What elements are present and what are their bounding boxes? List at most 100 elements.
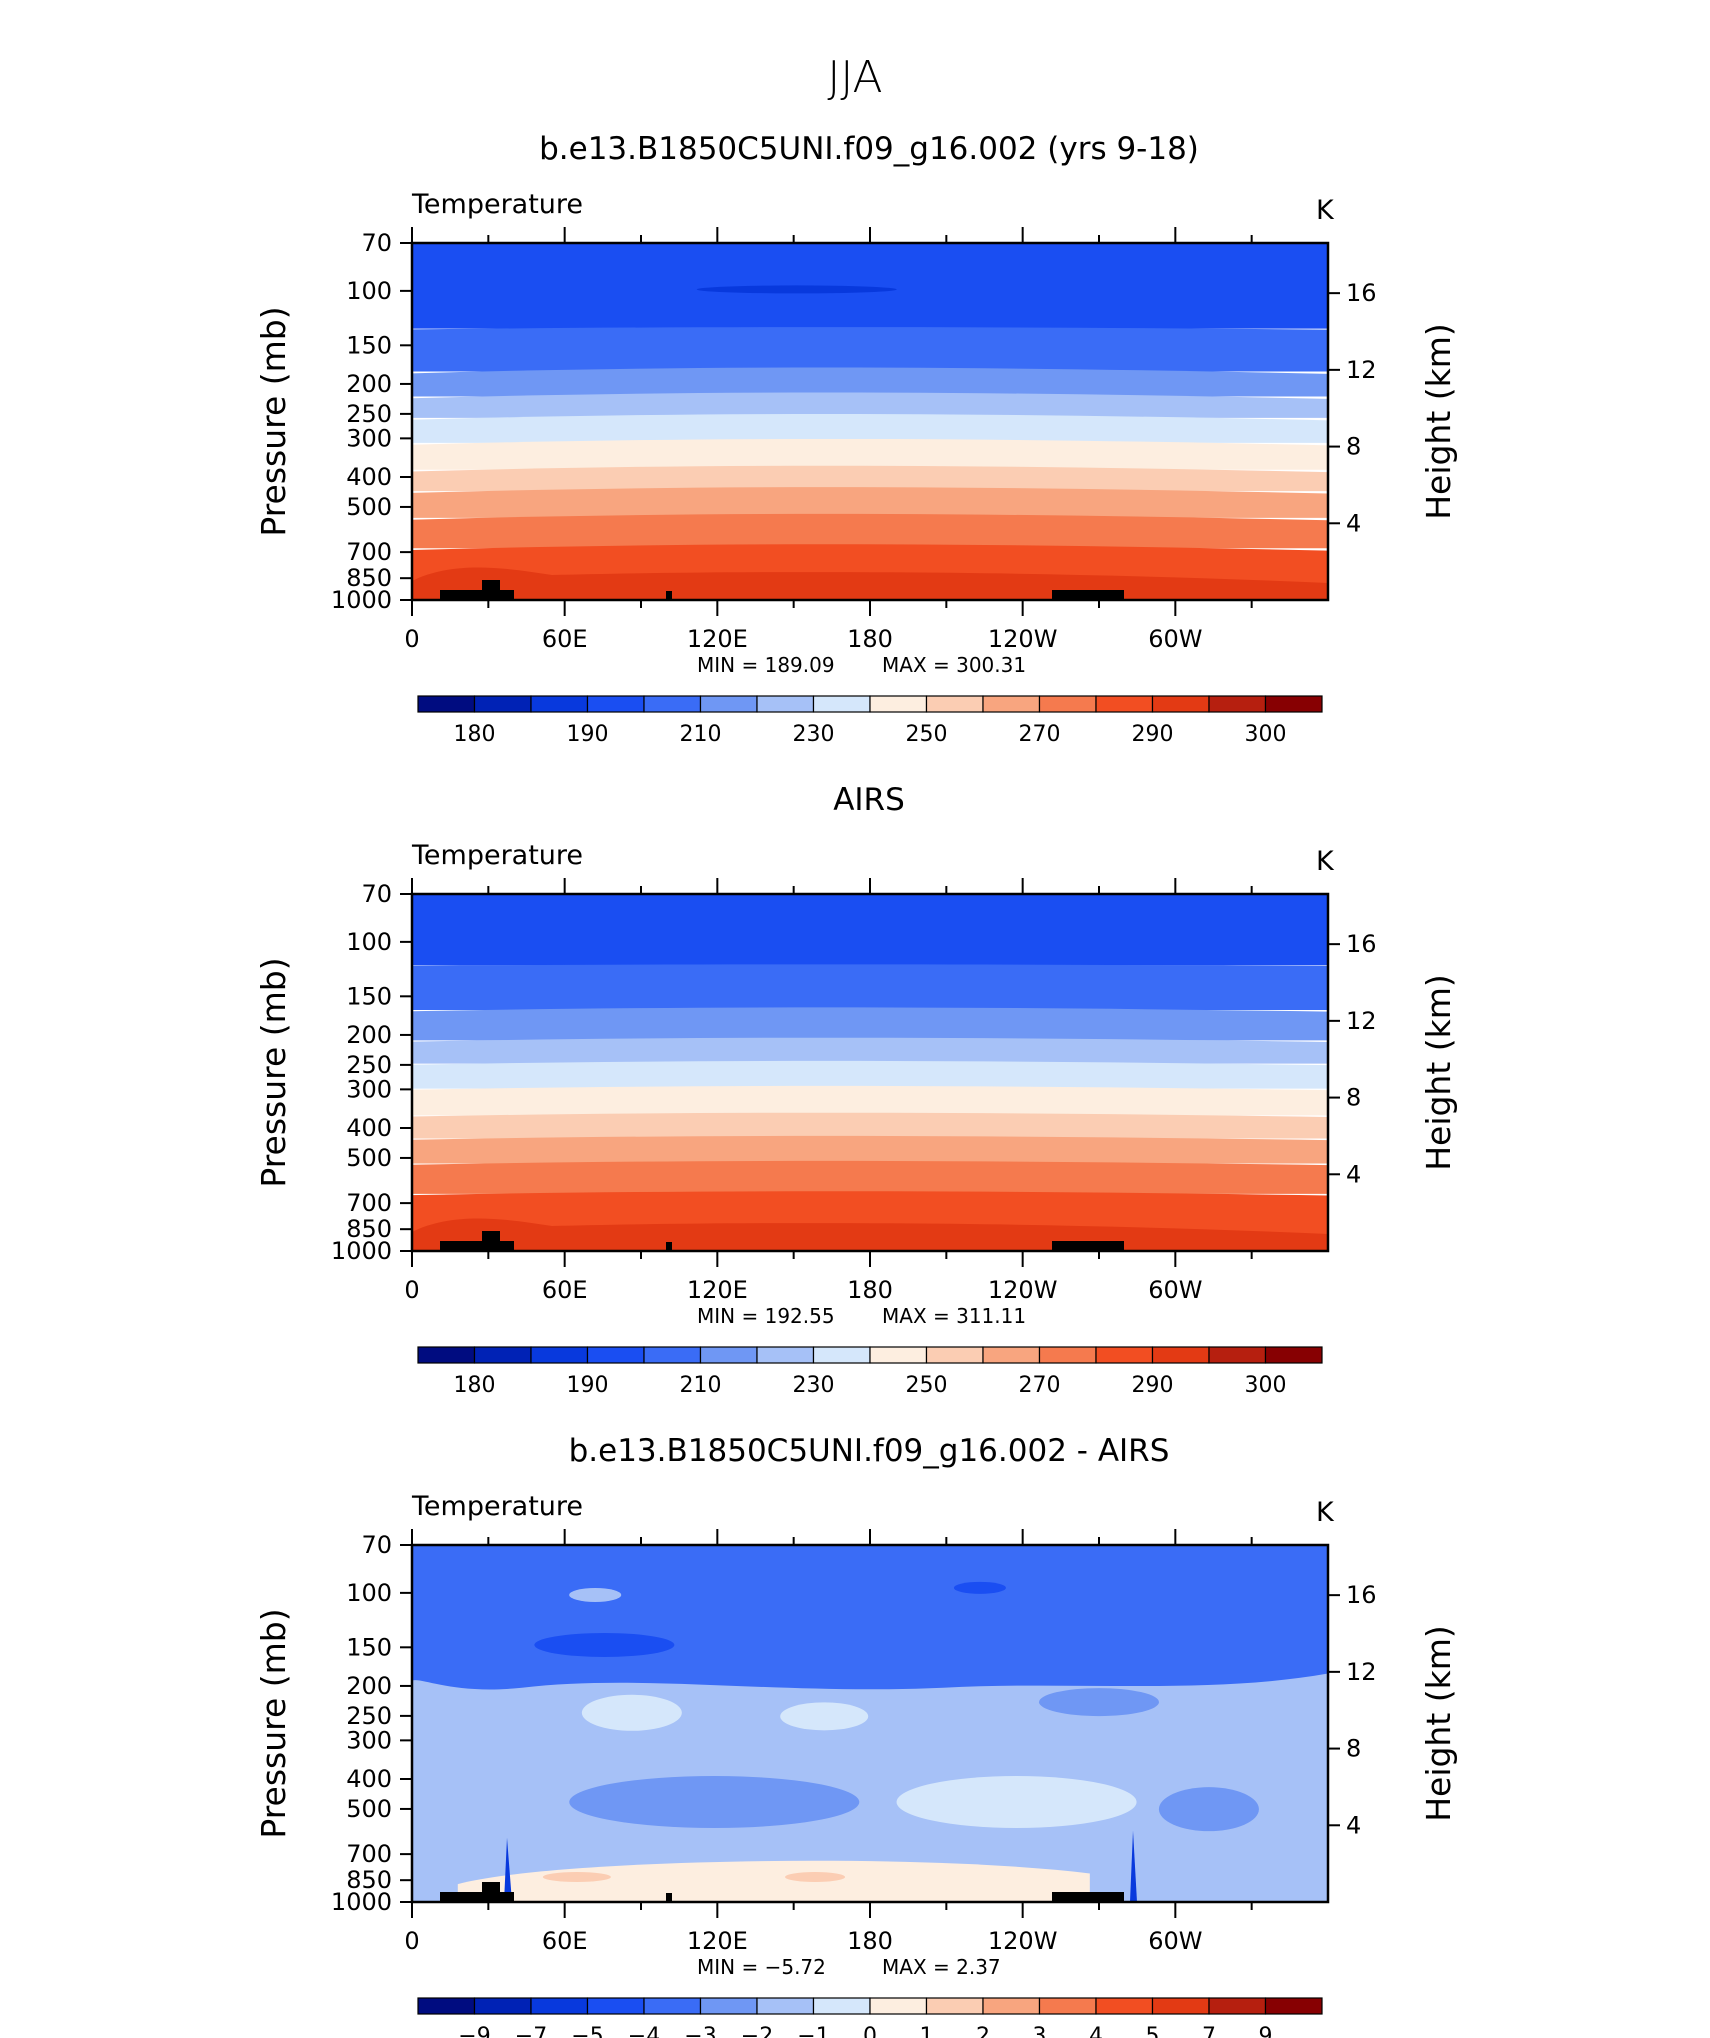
colorbar-cell [1208,695,1267,713]
x-tick-label: 120E [687,1927,748,1955]
colorbar-cell [643,1997,702,2015]
x-tick-label: 60W [1148,1927,1202,1955]
colorbar-label: 300 [1245,1373,1287,1398]
colorbar-cell [699,1346,758,1364]
colorbar-cell [417,695,476,713]
contour-band [785,1872,846,1883]
y-tick-label: 700 [346,1840,392,1868]
max-label: MAX = 300.31 [882,653,1026,677]
colorbar-cell [417,1997,476,2015]
y-tick-label: 70 [361,880,392,908]
min-label: MIN = 189.09 [697,653,835,677]
y-tick-label: 500 [346,1144,392,1172]
contour-band [412,513,1328,549]
colorbar-label: 5 [1146,2024,1160,2038]
contour-band [534,1632,675,1657]
y-tick-label: 70 [361,1531,392,1559]
y-right-tick-label: 4 [1346,1160,1361,1188]
contour-band [780,1702,869,1731]
x-tick-label: 120W [988,1927,1058,1955]
contour-band [412,1060,1328,1089]
colorbar-label: −7 [515,2024,547,2038]
colorbar-label: 7 [1202,2024,1216,2038]
colorbar-cell [473,1997,532,2015]
x-tick-label: 120E [687,625,748,653]
colorbar-label: 180 [454,1373,496,1398]
colorbar-cell [869,1346,928,1364]
colorbar-cell [869,1997,928,2015]
contour-band [412,1085,1328,1116]
colorbar-cell [417,1346,476,1364]
x-tick-label: 120W [988,1276,1058,1304]
y-tick-label: 400 [346,463,392,491]
x-tick-label: 180 [847,1276,893,1304]
topography-maritime [666,591,672,600]
colorbar-cell [1264,1346,1323,1364]
y-tick-label: 1000 [331,586,392,614]
y-right-axis-label: Height (km) [1419,1625,1458,1822]
y-tick-label: 70 [361,229,392,257]
y-right-axis-label: Height (km) [1419,323,1458,520]
contour-band [412,465,1328,492]
y-axis-label: Pressure (mb) [254,1608,293,1838]
colorbar-cell [586,695,645,713]
y-tick-label: 850 [346,1866,392,1894]
contour-band [1039,1688,1159,1717]
x-tick-label: 180 [847,1927,893,1955]
y-right-tick-label: 4 [1346,509,1361,537]
panel-title: b.e13.B1850C5UNI.f09_g16.002 - AIRS [569,1433,1170,1469]
colorbar-label: 210 [680,1373,722,1398]
colorbar-label: 4 [1089,2024,1103,2038]
colorbar-label: 290 [1132,722,1174,747]
contour-band [412,392,1328,418]
colorbar-cell [1095,1346,1154,1364]
x-tick-label: 180 [847,625,893,653]
colorbar-cell [925,1997,984,2015]
contour-band [412,1112,1328,1139]
y-right-tick-label: 8 [1346,433,1361,461]
topography-andes [1052,590,1124,600]
y-tick-label: 500 [346,1795,392,1823]
contour-band [569,1587,622,1602]
min-label: MIN = 192.55 [697,1304,835,1328]
topography-maritime [666,1893,672,1902]
contour-band [412,894,1328,966]
contour-band [412,1135,1328,1164]
colorbar-cell [1151,1997,1210,2015]
colorbar-label: −9 [458,2024,490,2038]
colorbar-cell [756,695,815,713]
colorbar-cell [1038,1346,1097,1364]
y-right-tick-label: 12 [1346,1007,1377,1035]
colorbar-cell [1151,695,1210,713]
colorbar-cell [812,1997,871,2015]
colorbar-cell [643,1346,702,1364]
x-tick-label: 0 [404,1927,419,1955]
colorbar-cell [812,1346,871,1364]
colorbar-cell [586,1346,645,1364]
colorbar-label: 3 [1033,2024,1047,2038]
contour-band [412,327,1328,372]
colorbar-cell [1264,1997,1323,2015]
contour-band [412,438,1328,470]
chart-panel-1: b.e13.B1850C5UNI.f09_g16.002 (yrs 9-18) T… [254,131,1458,747]
y-tick-label: 250 [346,400,392,428]
colorbar-cell [982,695,1041,713]
colorbar-label: −2 [741,2024,773,2038]
contour-band [896,1776,1137,1829]
colorbar-cell [756,1997,815,2015]
panel-title: b.e13.B1850C5UNI.f09_g16.002 (yrs 9-18) [539,131,1199,167]
colorbar-label: 190 [567,722,609,747]
colorbar-cell [586,1997,645,2015]
y-tick-label: 850 [346,564,392,592]
y-tick-label: 850 [346,1215,392,1243]
colorbar-label: 230 [793,1373,835,1398]
y-right-tick-label: 16 [1346,279,1377,307]
y-right-tick-label: 16 [1346,930,1377,958]
colorbar-cell [869,695,928,713]
colorbar-cell [925,695,984,713]
contour-band [1130,1830,1137,1902]
y-tick-label: 700 [346,538,392,566]
contour-band [412,964,1328,1011]
colorbar-cell [1151,1346,1210,1364]
colorbar-label: 9 [1259,2024,1273,2038]
